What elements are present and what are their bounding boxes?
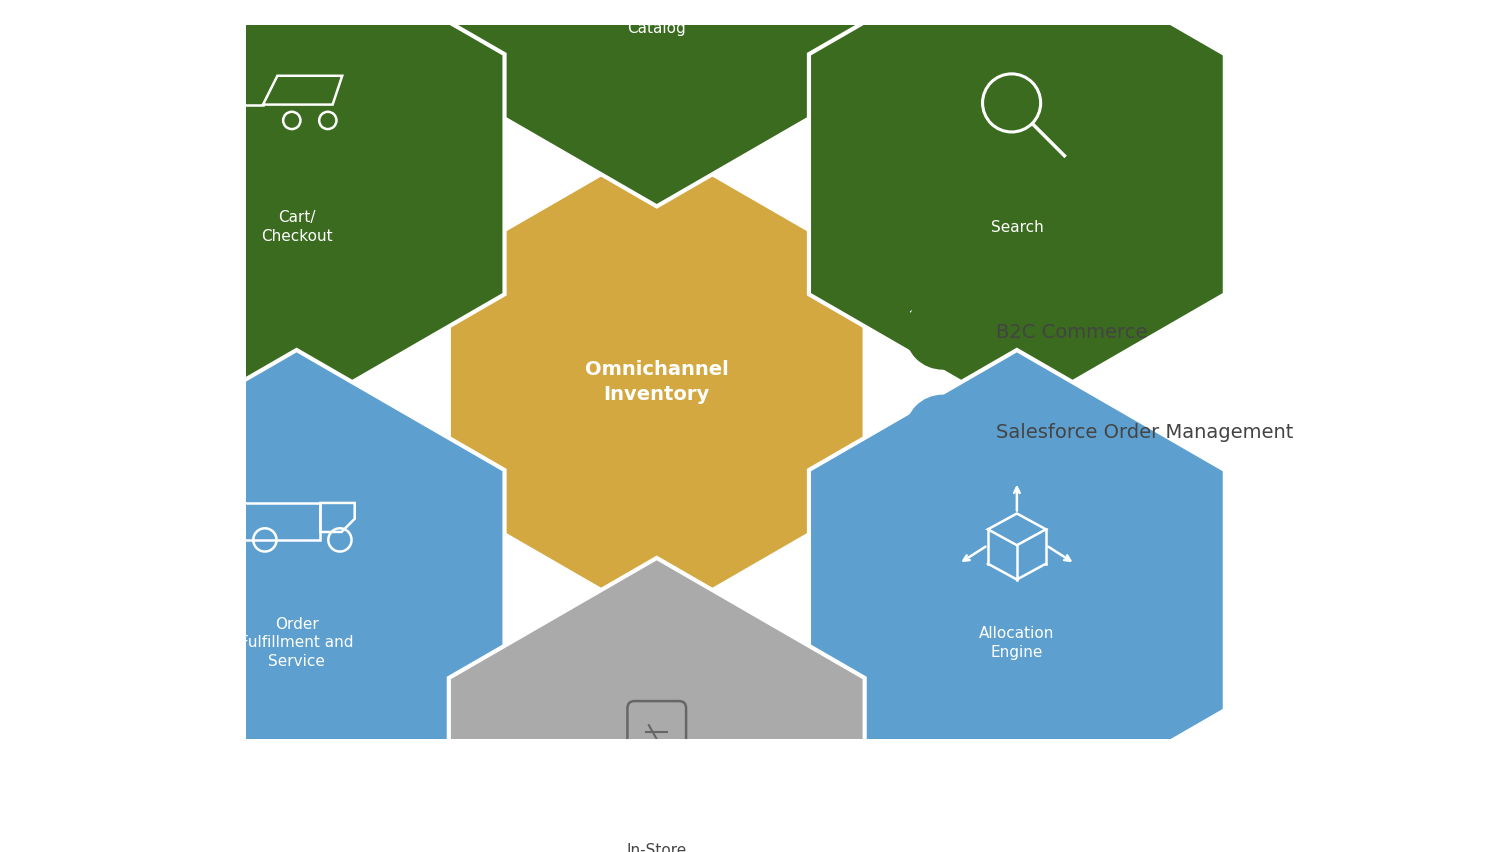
Text: B2C Commerce: B2C Commerce xyxy=(997,323,1148,342)
Polygon shape xyxy=(89,350,504,830)
Polygon shape xyxy=(448,142,865,622)
Text: Products/
Catalog: Products/ Catalog xyxy=(621,3,693,36)
Polygon shape xyxy=(809,350,1225,830)
Polygon shape xyxy=(448,0,865,206)
Text: Omnichannel
Inventory: Omnichannel Inventory xyxy=(584,360,729,404)
Text: Search: Search xyxy=(991,220,1043,234)
Circle shape xyxy=(904,394,980,469)
Polygon shape xyxy=(89,0,504,414)
Polygon shape xyxy=(809,0,1225,414)
Circle shape xyxy=(904,295,980,370)
Text: Allocation
Engine: Allocation Engine xyxy=(978,626,1054,659)
Text: In-Store: In-Store xyxy=(627,843,687,852)
Polygon shape xyxy=(448,558,865,852)
Text: Salesforce Order Management: Salesforce Order Management xyxy=(997,423,1294,441)
Text: Cart/
Checkout: Cart/ Checkout xyxy=(261,210,332,244)
Text: Order
Fulfillment and
Service: Order Fulfillment and Service xyxy=(240,617,353,669)
